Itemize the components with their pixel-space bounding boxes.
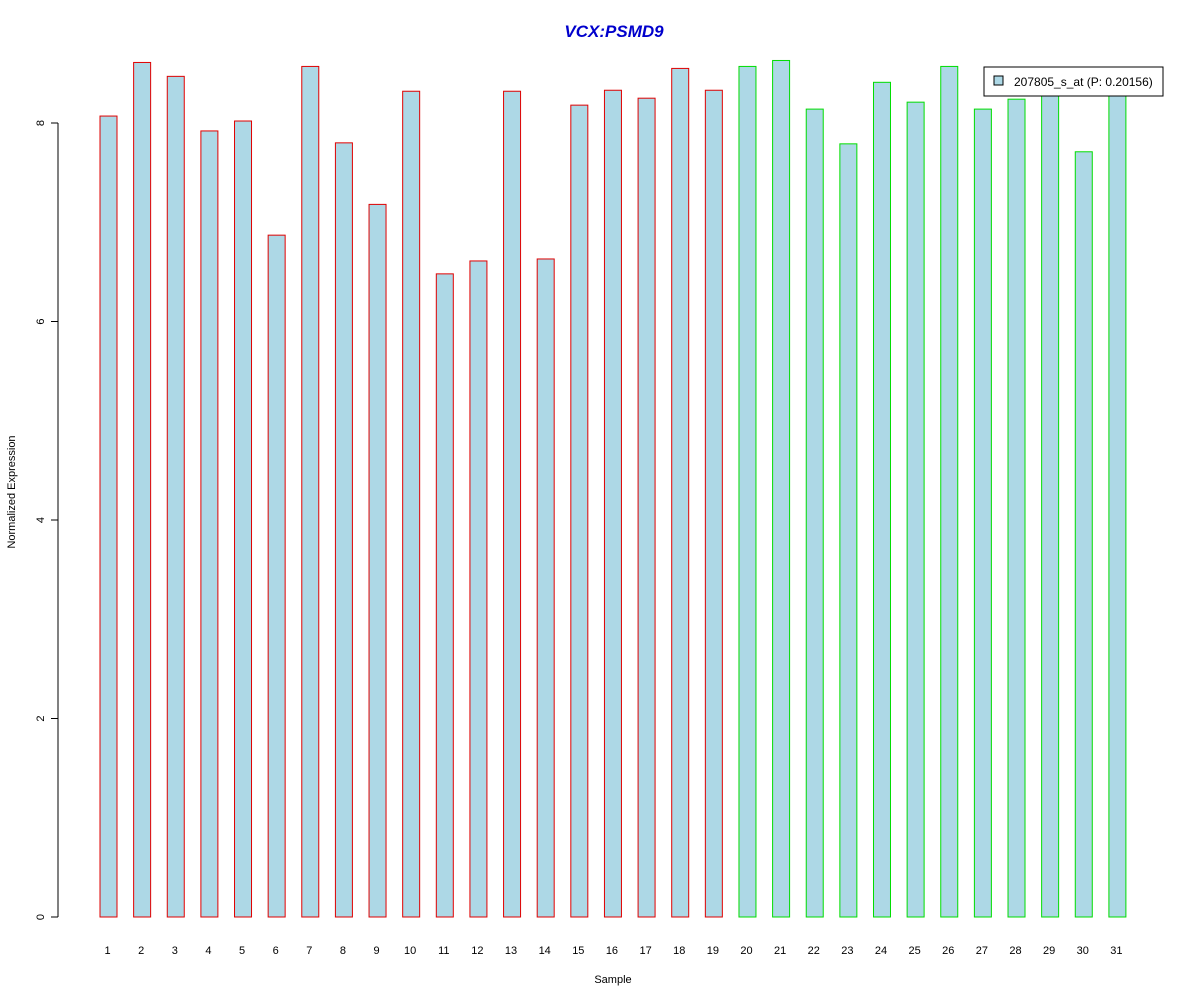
x-tick-label: 2	[138, 945, 144, 957]
x-tick-label: 22	[808, 945, 820, 957]
bar-sample-8	[334, 142, 353, 918]
bars-group	[99, 59, 1127, 918]
bar-sample-28	[1007, 98, 1026, 918]
bar-sample-6	[267, 234, 286, 918]
bar-sample-30	[1074, 151, 1093, 918]
bar-sample-27	[973, 108, 992, 918]
y-tick-label: 8	[35, 120, 47, 126]
bar-sample-7	[301, 65, 320, 918]
x-tick-label: 23	[841, 945, 853, 957]
bar-sample-16	[603, 89, 622, 918]
x-tick-labels: 1 2 3 4 5 6 7 8 9 10 11 12 13 14 15 16 17 18 19 20 21 22 23 24 2…	[104, 945, 1122, 957]
x-tick-label: 15	[572, 945, 584, 957]
bar-sample-25	[906, 101, 925, 918]
x-tick-label: 9	[373, 945, 379, 957]
legend-box	[983, 66, 1164, 97]
x-tick-label: 31	[1110, 945, 1122, 957]
bar-sample-20	[738, 65, 757, 918]
bar-sample-19	[704, 89, 723, 918]
x-tick-label: 27	[976, 945, 988, 957]
x-tick-label: 25	[908, 945, 920, 957]
x-tick-label: 20	[740, 945, 752, 957]
x-tick-label: 24	[875, 945, 887, 957]
x-tick-label: 1	[104, 945, 110, 957]
bar-sample-29	[1041, 91, 1060, 918]
y-tick-label: 4	[35, 517, 47, 523]
legend-swatch	[993, 75, 1004, 86]
x-tick-label: 29	[1043, 945, 1055, 957]
bar-sample-18	[671, 67, 690, 918]
x-tick-label: 7	[306, 945, 312, 957]
bar-sample-14	[536, 258, 555, 918]
x-tick-label: 21	[774, 945, 786, 957]
chart-title: VCX:PSMD9	[564, 22, 664, 41]
bar-sample-11	[435, 273, 454, 918]
x-tick-label: 26	[942, 945, 954, 957]
y-axis: 0 2 4 6 8	[35, 120, 59, 920]
x-tick-label: 8	[340, 945, 346, 957]
legend-label: 207805_s_at (P: 0.20156)	[1014, 75, 1153, 89]
bar-sample-2	[133, 61, 152, 918]
bar-sample-24	[872, 81, 891, 918]
y-tick-label: 0	[35, 914, 47, 920]
bar-sample-1	[99, 115, 118, 918]
bar-sample-13	[503, 90, 522, 918]
x-tick-label: 30	[1077, 945, 1089, 957]
x-tick-label: 3	[172, 945, 178, 957]
y-tick-label: 2	[35, 715, 47, 721]
bar-sample-9	[368, 203, 387, 918]
bar-sample-10	[402, 90, 421, 918]
x-tick-label: 19	[707, 945, 719, 957]
bar-sample-26	[940, 65, 959, 918]
legend: 207805_s_at (P: 0.20156)	[983, 66, 1164, 97]
bar-sample-21	[772, 59, 791, 918]
bar-sample-4	[200, 130, 219, 918]
bar-sample-12	[469, 260, 488, 918]
x-tick-label: 6	[273, 945, 279, 957]
bar-sample-15	[570, 104, 589, 918]
y-tick-label: 6	[35, 318, 47, 324]
x-tick-label: 4	[205, 945, 211, 957]
y-axis-label: Normalized Expression	[6, 435, 18, 548]
x-tick-label: 5	[239, 945, 245, 957]
x-tick-label: 10	[404, 945, 416, 957]
bar-sample-31	[1108, 90, 1127, 918]
x-tick-label: 18	[673, 945, 685, 957]
bar-sample-3	[166, 75, 185, 918]
x-tick-label: 11	[438, 945, 449, 957]
bar-sample-17	[637, 97, 656, 918]
x-axis-label: Sample	[594, 974, 631, 986]
x-tick-label: 28	[1009, 945, 1021, 957]
x-tick-label: 13	[505, 945, 517, 957]
bar-sample-5	[234, 120, 253, 918]
x-tick-label: 16	[606, 945, 618, 957]
bar-sample-22	[805, 108, 824, 918]
x-tick-label: 12	[471, 945, 483, 957]
x-tick-label: 17	[639, 945, 651, 957]
x-tick-label: 14	[539, 945, 551, 957]
bar-sample-23	[839, 143, 858, 918]
